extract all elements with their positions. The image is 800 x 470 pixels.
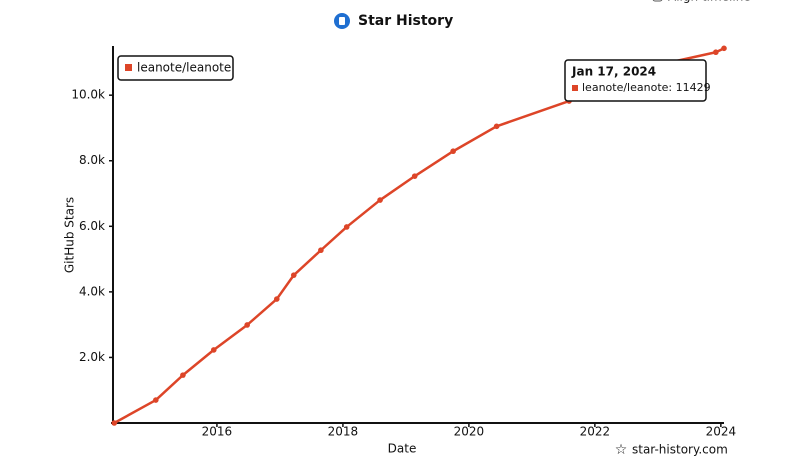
y-axis-label: GitHub Stars xyxy=(63,197,77,273)
title-icon-inner xyxy=(339,17,345,25)
data-point xyxy=(210,347,217,353)
watermark-icon: ☆ xyxy=(615,442,628,458)
x-tick-label: 2020 xyxy=(454,425,485,439)
data-point xyxy=(273,296,280,302)
legend-swatch xyxy=(125,64,132,71)
data-point xyxy=(721,45,727,52)
data-point xyxy=(343,224,350,230)
data-point xyxy=(493,123,500,130)
tooltip-box xyxy=(564,59,707,102)
y-tick-label: 6.0k xyxy=(79,219,105,233)
tooltip-swatch xyxy=(572,85,578,91)
x-tick-label: 2016 xyxy=(202,425,233,439)
data-point xyxy=(153,397,159,403)
y-tick-label: 2.0k xyxy=(79,350,105,364)
toggle-label[interactable]: Align timeline xyxy=(668,0,751,4)
watermark[interactable]: star-history.com xyxy=(632,443,728,457)
x-tick-label: 2022 xyxy=(580,425,611,439)
tooltip-label: leanote/leanote: 11429 xyxy=(582,81,711,94)
y-tick-label: 10.0k xyxy=(71,88,105,102)
data-point xyxy=(111,420,118,426)
y-tick-label: 8.0k xyxy=(79,153,105,167)
data-point xyxy=(411,173,418,179)
series-line xyxy=(113,47,725,425)
toggle-checkbox[interactable] xyxy=(652,0,663,2)
legend-label: leanote/leanote xyxy=(137,61,231,75)
x-axis-label: Date xyxy=(388,442,417,456)
data-point xyxy=(450,148,456,155)
tooltip-date: Jan 17, 2024 xyxy=(571,65,656,79)
data-point xyxy=(377,197,383,203)
chart-title: Star History xyxy=(358,13,453,29)
y-tick-label: 4.0k xyxy=(79,284,105,298)
data-point xyxy=(244,322,250,328)
x-tick-label: 2024 xyxy=(706,425,737,439)
data-point xyxy=(180,372,186,378)
legend-box xyxy=(117,55,234,81)
data-point xyxy=(290,272,297,278)
x-tick-label: 2018 xyxy=(328,425,359,439)
data-point xyxy=(713,49,719,56)
data-point xyxy=(318,247,324,254)
